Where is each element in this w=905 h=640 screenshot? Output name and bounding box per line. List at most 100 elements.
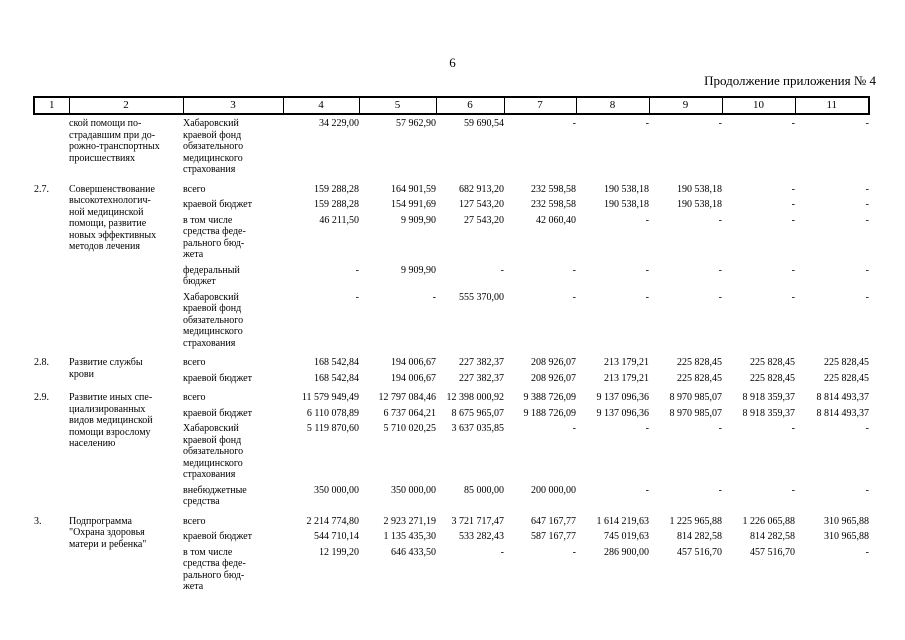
cell-value: 127 543,20 — [459, 199, 504, 210]
cell-value: 457 516,70 — [677, 546, 722, 558]
table-row: федеральный бюджет - 9 909,90 - - - - - - — [34, 261, 869, 288]
cell-value: 154 991,69 — [391, 199, 436, 210]
cell-value: 647 167,77 — [531, 515, 576, 527]
cell-value: 8 918 359,37 — [742, 392, 796, 403]
cell-value: 194 006,67 — [391, 372, 436, 384]
cell-value: 310 965,88 — [824, 515, 869, 527]
cell-value: 59 690,54 — [464, 118, 504, 129]
cell-value: 286 900,00 — [604, 546, 649, 558]
section-number: 2.7. — [34, 183, 49, 195]
row-label: Хабаровский краевой фонд обязательного м… — [183, 423, 244, 480]
column-number: 8 — [575, 96, 650, 115]
cell-value: 682 913,20 — [459, 183, 504, 195]
cell-value: 1 135 435,30 — [383, 531, 437, 542]
column-number-row: 1 2 3 4 5 6 7 8 9 10 11 — [33, 96, 870, 115]
section-number: 2.9. — [34, 392, 49, 403]
cell-value: - — [718, 423, 722, 434]
cell-value: - — [791, 118, 795, 129]
cell-value: - — [718, 214, 722, 226]
cell-value: 9 188 726,09 — [523, 407, 577, 419]
section-number: 2.8. — [34, 357, 49, 368]
cell-value: 3 721 717,47 — [451, 515, 505, 527]
cell-value: 213 179,21 — [604, 357, 649, 368]
cell-value: - — [865, 484, 869, 496]
cell-value: 27 543,20 — [464, 214, 504, 226]
cell-value: 8 675 965,07 — [451, 407, 505, 419]
row-label: краевой бюджет — [183, 372, 252, 384]
cell-value: 227 382,37 — [459, 372, 504, 384]
cell-value: 2 214 774,80 — [306, 515, 360, 527]
cell-value: 8 814 493,37 — [816, 407, 870, 419]
cell-value: - — [718, 264, 722, 276]
cell-value: 350 000,00 — [391, 484, 436, 496]
cell-value: - — [572, 118, 576, 129]
cell-value: - — [791, 291, 795, 303]
cell-value: 232 598,58 — [531, 199, 576, 210]
cell-value: 12 797 084,46 — [378, 392, 437, 403]
cell-value: 9 909,90 — [401, 214, 436, 226]
cell-value: - — [718, 484, 722, 496]
column-number: 5 — [358, 96, 437, 115]
row-label: краевой бюджет — [183, 531, 252, 542]
cell-value: 34 229,00 — [319, 118, 359, 129]
row-label: всего — [183, 392, 206, 403]
cell-value: - — [355, 264, 359, 276]
cell-value: 232 598,58 — [531, 183, 576, 195]
cell-value: 190 538,18 — [604, 183, 649, 195]
section-title: Подпрограмма "Охрана здоровья матери и р… — [69, 515, 147, 550]
cell-value: 225 828,45 — [824, 357, 869, 368]
cell-value: - — [572, 423, 576, 434]
cell-value: 57 962,90 — [396, 118, 436, 129]
cell-value: 1 226 065,88 — [742, 515, 796, 527]
cell-value: 5 710 020,25 — [383, 423, 437, 434]
column-number: 10 — [721, 96, 796, 115]
cell-value: 225 828,45 — [677, 372, 722, 384]
column-number: 9 — [648, 96, 723, 115]
row-label: краевой бюджет — [183, 199, 252, 210]
cell-value: 1 225 965,88 — [669, 515, 723, 527]
row-label: всего — [183, 515, 206, 527]
cell-value: 9 137 096,36 — [596, 407, 650, 419]
cell-value: - — [645, 291, 649, 303]
row-label: в том числе средства феде- рального бюд-… — [183, 214, 246, 261]
row-label: внебюджетные средства — [183, 484, 247, 508]
cell-value: - — [718, 291, 722, 303]
cell-value: 9 909,90 — [401, 264, 436, 276]
table-body: ской помощи по- страдавшим при до- рожно… — [34, 114, 869, 593]
row-label: федеральный бюджет — [183, 264, 240, 288]
cell-value: - — [865, 546, 869, 558]
cell-value: - — [865, 423, 869, 434]
cell-value: - — [572, 264, 576, 276]
cell-value: 814 282,58 — [750, 531, 795, 542]
cell-value: 159 288,28 — [314, 183, 359, 195]
cell-value: 5 119 870,60 — [306, 423, 359, 434]
table-row: 3. Подпрограмма "Охрана здоровья матери и… — [34, 508, 869, 550]
table-row: 2.8. Развитие службы крови всего 168 542,84… — [34, 349, 869, 380]
cell-value: - — [791, 484, 795, 496]
cell-value: - — [791, 264, 795, 276]
cell-value: - — [718, 118, 722, 129]
cell-value: - — [500, 264, 504, 276]
cell-value: 11 579 949,49 — [301, 392, 359, 403]
cell-value: 190 538,18 — [677, 183, 722, 195]
cell-value: - — [791, 183, 795, 195]
cell-value: 168 542,84 — [314, 372, 359, 384]
cell-value: 533 282,43 — [459, 531, 504, 542]
cell-value: 6 110 078,89 — [306, 407, 359, 419]
table-row: внебюджетные средства 350 000,00 350 000,0… — [34, 481, 869, 508]
column-number: 6 — [435, 96, 505, 115]
cell-value: 225 828,45 — [750, 372, 795, 384]
cell-value: 225 828,45 — [824, 372, 869, 384]
cell-value: - — [865, 183, 869, 195]
cell-value: 12 398 000,92 — [446, 392, 505, 403]
cell-value: 200 000,00 — [531, 484, 576, 496]
column-number: 1 — [33, 96, 70, 115]
row-label: всего — [183, 183, 206, 195]
cell-value: 457 516,70 — [750, 546, 795, 558]
row-label: в том числе средства феде- рального бюд-… — [183, 546, 246, 593]
cell-value: 227 382,37 — [459, 357, 504, 368]
row-label: всего — [183, 357, 206, 368]
cell-value: - — [865, 214, 869, 226]
row-label: Хабаровский краевой фонд обязательного м… — [183, 118, 244, 175]
